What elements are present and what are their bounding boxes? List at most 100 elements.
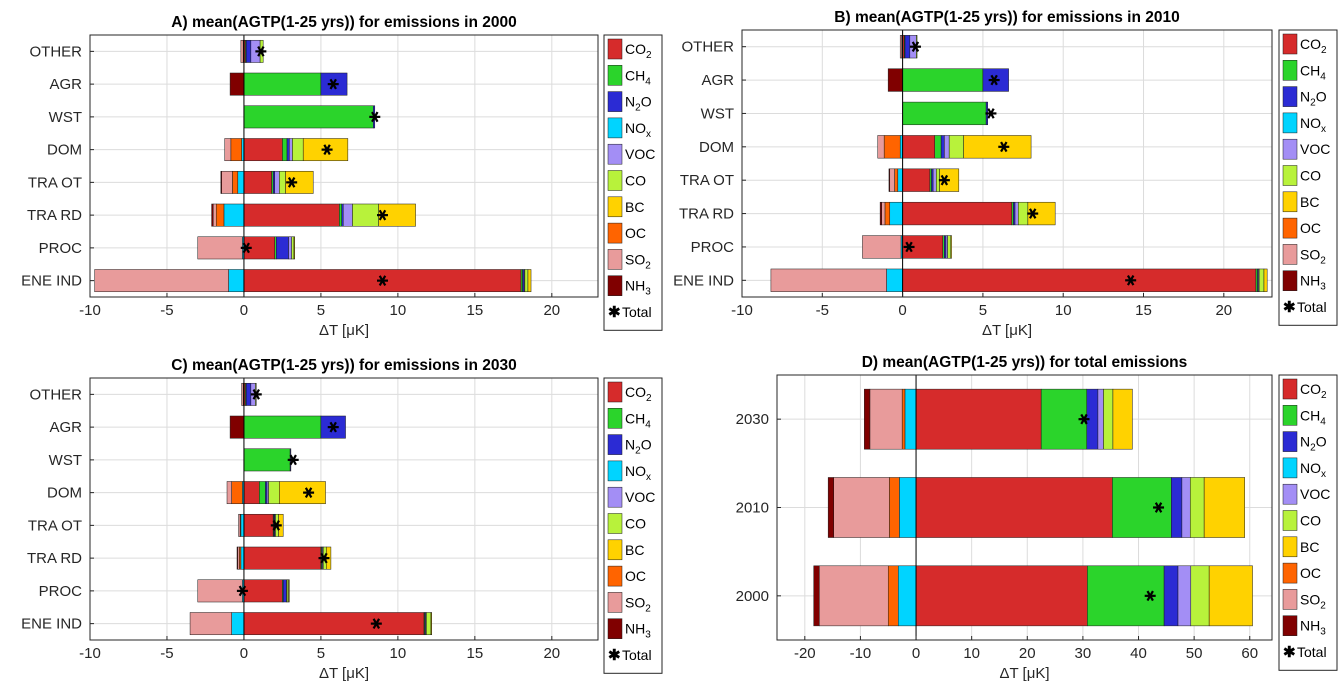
legend-label-n2o: N2O [1300, 434, 1327, 454]
bar-co2 [915, 477, 1113, 538]
legend-label-total: Total [1297, 299, 1327, 315]
legend-swatch-so2 [607, 249, 623, 270]
category-label: AGR [49, 419, 82, 436]
bar-so2 [189, 612, 232, 636]
total-marker-stroke [252, 389, 260, 400]
legend-label-co2: CO2 [1300, 381, 1327, 401]
x-tick-label: 10 [390, 302, 407, 319]
legend-swatch-n2o [607, 91, 623, 112]
legend-total-icon: ✱ [1283, 299, 1296, 316]
bar-ch4 [902, 101, 987, 126]
legend-swatch-oc [1282, 217, 1298, 239]
legend-label-voc: VOC [625, 489, 655, 505]
bar-so2 [881, 201, 886, 226]
category-label: WST [49, 109, 82, 126]
legend-label-base: VOC [1300, 141, 1330, 157]
legend-label-base: VOC [625, 489, 655, 505]
legend-swatch-ch4 [607, 408, 623, 429]
bar-oc [884, 201, 891, 226]
bar-so2 [197, 579, 243, 603]
legend-label-co: CO [1300, 513, 1321, 529]
legend-label-bc: BC [1300, 539, 1319, 555]
bar-co2 [243, 579, 283, 603]
legend-label-so2: SO2 [625, 251, 651, 271]
legend-label-oc: OC [625, 225, 646, 241]
x-tick-label: 15 [467, 302, 484, 319]
category-label: TRA RD [27, 550, 82, 567]
total-marker-stroke [905, 241, 913, 253]
legend-label-base: SO [1300, 246, 1320, 262]
legend-label-base: N [1300, 89, 1310, 105]
total-marker-stroke [940, 174, 949, 186]
bar-voc [274, 170, 280, 194]
legend-label-base: CO [625, 173, 646, 189]
bar-bc [950, 235, 952, 259]
category-label: OTHER [682, 39, 735, 56]
legend-swatch-nh3 [1282, 615, 1298, 636]
bar-nox [897, 168, 903, 192]
legend-swatch-co2 [607, 38, 623, 60]
x-tick-label: 0 [912, 645, 920, 662]
legend-label-base: CH [1300, 407, 1320, 423]
legend-label-subscript: x [646, 129, 651, 140]
category-label: DOM [47, 485, 82, 502]
x-tick-label: 0 [240, 302, 248, 319]
x-tick-label: 20 [543, 645, 560, 662]
category-label: WST [49, 452, 82, 469]
legend-label-co: CO [1300, 168, 1321, 184]
bar-co2 [243, 513, 274, 537]
bar-ch4 [259, 481, 266, 505]
x-tick-label: 15 [467, 645, 484, 662]
bar-so2 [899, 35, 903, 59]
total-marker-stroke [911, 41, 920, 53]
category-label: TRA OT [28, 517, 82, 534]
total-marker-stroke [304, 487, 313, 498]
legend-label-subscript: 2 [1310, 98, 1316, 109]
legend-swatch-nh3 [607, 618, 623, 639]
legend-label-subscript: 4 [1320, 71, 1326, 82]
x-tick-label: 15 [1135, 302, 1152, 319]
bar-voc [1014, 201, 1019, 226]
total-marker [255, 46, 267, 57]
legend-label-base: CO [1300, 513, 1321, 529]
bar-co [352, 203, 379, 227]
total-marker [370, 618, 382, 629]
bar-bc [527, 269, 532, 293]
total-marker-stroke [287, 177, 296, 188]
x-tick-label: 5 [317, 645, 325, 662]
legend-label-tail: O [1316, 434, 1327, 450]
bar-co2 [243, 170, 272, 194]
legend-label-oc: OC [1300, 565, 1321, 581]
bar-oc [889, 477, 900, 538]
bar-ch4 [243, 72, 322, 96]
bar-nox [904, 388, 917, 450]
total-marker [287, 454, 299, 466]
legend-label-co2: CO2 [1300, 36, 1327, 56]
total-marker [1125, 274, 1137, 286]
total-marker [1027, 208, 1039, 219]
legend-swatch-nox [607, 117, 623, 139]
legend-label-subscript: 2 [1320, 600, 1326, 611]
x-tick-label: 60 [1241, 645, 1258, 662]
bar-bc [288, 579, 290, 603]
total-marker [369, 111, 381, 123]
legend-label-tail: O [641, 94, 652, 110]
bar-so2 [226, 481, 232, 505]
bar-nox [897, 565, 917, 627]
legend-label-nox: NOx [1300, 460, 1326, 480]
legend-label-ch4: CH4 [1300, 62, 1326, 82]
category-label: ENE IND [21, 616, 82, 633]
legend-swatch-nox [607, 460, 623, 482]
bar-nh3 [888, 168, 891, 192]
bar-nh3 [229, 415, 245, 439]
total-marker [240, 242, 252, 254]
bar-n2o [1163, 565, 1179, 627]
bar-bc [430, 612, 432, 636]
legend-label-base: CO [625, 41, 646, 57]
bar-oc [901, 388, 906, 450]
bar-co2 [915, 565, 1088, 627]
legend-swatch-co2 [1282, 33, 1298, 55]
total-marker [988, 74, 1000, 86]
